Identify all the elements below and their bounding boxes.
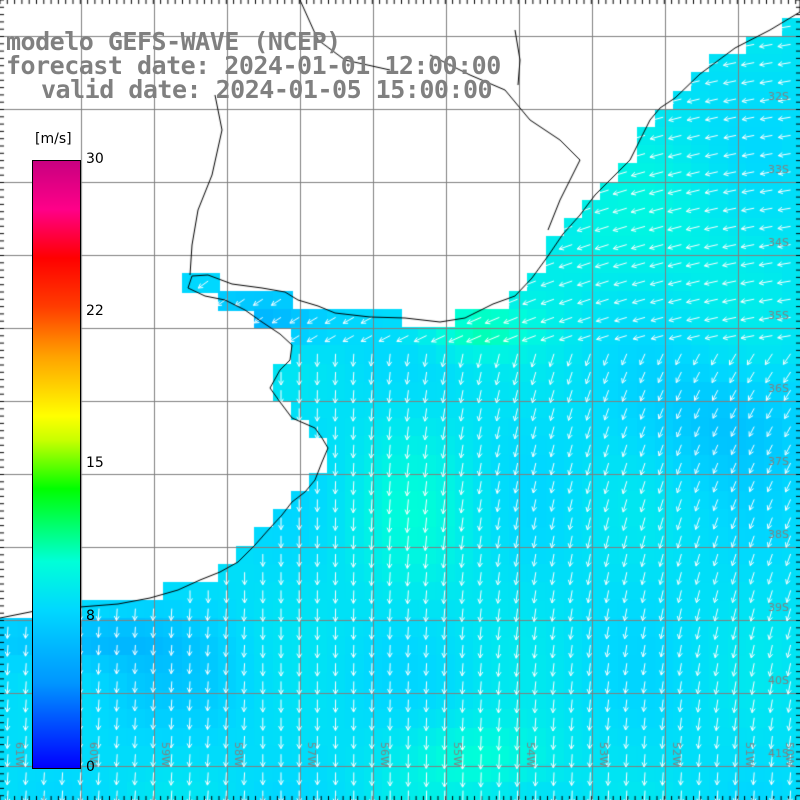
colorbar-tick-8: 8 [86, 608, 95, 624]
colorbar-tick-15: 15 [86, 455, 104, 471]
colorbar-tick-22: 22 [86, 303, 104, 319]
colorbar-tick-30: 30 [86, 151, 104, 167]
colorbar [32, 160, 81, 769]
colorbar-units: [m/s] [35, 131, 72, 147]
colorbar-tick-0: 0 [86, 759, 95, 775]
